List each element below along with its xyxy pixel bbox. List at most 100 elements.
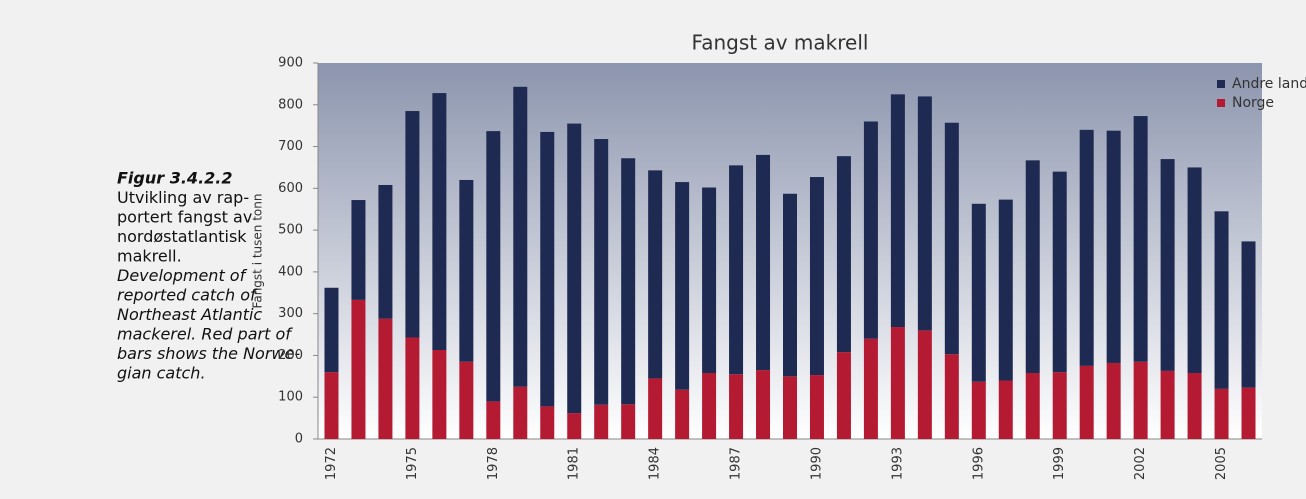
y-tick-label: 300 [278, 306, 303, 321]
bar-segment [1214, 388, 1229, 439]
bar-segment [809, 177, 824, 376]
bar-segment [486, 131, 501, 402]
legend-label: Andre land [1232, 76, 1306, 92]
bar-segment [917, 330, 932, 439]
bar-segment [432, 93, 447, 351]
x-tick-label: 1975 [405, 447, 420, 480]
bar-segment [567, 413, 582, 439]
caption-line: Development of [117, 266, 248, 285]
bar-segment [1079, 365, 1094, 439]
y-tick-label: 700 [278, 139, 303, 154]
x-tick-label: 1993 [890, 447, 905, 480]
legend-label: Norge [1232, 95, 1274, 111]
bar-segment [1052, 171, 1067, 373]
bar-segment [324, 287, 339, 373]
y-tick-label: 600 [278, 181, 303, 196]
bar-segment [351, 200, 366, 300]
y-tick-label: 100 [278, 390, 303, 405]
bar-segment [756, 154, 771, 371]
bar-segment [729, 374, 744, 439]
bar-segment [1214, 211, 1229, 389]
bar-segment [783, 193, 797, 377]
x-tick-label: 1990 [809, 447, 824, 480]
bar-segment [1187, 372, 1202, 439]
bar-segment [405, 337, 420, 439]
bar-segment [1025, 372, 1040, 439]
bar-segment [594, 404, 609, 439]
caption-line: gian catch. [117, 364, 206, 383]
bar-segment [1241, 387, 1256, 439]
bar-segment [567, 123, 582, 414]
x-tick-label: 2002 [1133, 447, 1148, 480]
bar-segment [378, 184, 393, 319]
legend-swatch [1217, 99, 1225, 107]
bar-segment [513, 86, 528, 387]
caption-line: portert fangst av [117, 208, 252, 227]
bar-segment [1160, 159, 1175, 371]
x-tick-label: 1978 [486, 447, 501, 480]
bar-segment [540, 131, 555, 407]
bar-segment [944, 354, 959, 439]
bar-segment [1106, 130, 1121, 363]
bar-segment [998, 199, 1013, 381]
bar-segment [486, 401, 501, 439]
x-tick-label: 1981 [567, 447, 582, 480]
bar-segment [1241, 241, 1256, 388]
bar-segment [971, 381, 986, 439]
x-tick-label: 2005 [1214, 447, 1229, 480]
bar-segment [621, 158, 636, 405]
bar-segment [702, 372, 717, 439]
bar-segment [863, 338, 878, 439]
bar-segment [890, 94, 905, 328]
caption-line: Utvikling av rap- [117, 188, 249, 207]
caption-line: reported catch of [117, 286, 258, 305]
bar-segment [971, 203, 986, 382]
bar-segment [809, 375, 824, 439]
bar-segment [1079, 129, 1094, 366]
bar-segment [405, 111, 420, 338]
bar-segment [459, 179, 474, 362]
caption-line: mackerel. Red part of [117, 325, 293, 344]
bar-segment [1187, 167, 1202, 373]
bar-segment [378, 318, 393, 439]
y-tick-label: 0 [295, 432, 303, 447]
bar-segment [540, 406, 555, 439]
bar-segment [1133, 361, 1148, 439]
caption-line: makrell. [117, 247, 182, 266]
bar-segment [836, 352, 851, 439]
x-tick-label: 1999 [1052, 447, 1067, 480]
bar-segment [944, 122, 959, 355]
bar-segment [863, 121, 878, 339]
bar-segment [783, 376, 797, 439]
bar-segment [594, 139, 609, 405]
caption-line: nordøstatlantisk [117, 227, 247, 246]
caption-label: Figur 3.4.2.2 [117, 169, 232, 188]
chart-title: Fangst av makrell [692, 31, 869, 55]
bar-segment [729, 165, 744, 375]
bar-segment [675, 389, 690, 439]
y-tick-label: 400 [278, 264, 303, 279]
bar-segment [648, 170, 663, 379]
x-tick-label: 1972 [324, 447, 339, 480]
x-tick-label: 1987 [729, 447, 744, 480]
bar-segment [836, 156, 851, 353]
bar-segment [917, 96, 932, 331]
caption-line: bars shows the Norwe- [117, 344, 300, 363]
bar-segment [513, 386, 528, 439]
x-tick-label: 1996 [971, 447, 986, 480]
bar-segment [648, 378, 663, 439]
bar-segment [621, 404, 636, 439]
bar-segment [1133, 116, 1148, 362]
x-tick-label: 1984 [648, 447, 663, 480]
bar-segment [432, 350, 447, 439]
bar-segment [1160, 370, 1175, 439]
bar-segment [890, 327, 905, 439]
y-tick-label: 200 [278, 348, 303, 363]
y-axis-label: Fangst i tusen tonn [251, 194, 265, 309]
bar-segment [675, 182, 690, 390]
caption-line: Northeast Atlantic [117, 305, 262, 324]
bar-segment [459, 361, 474, 439]
bar-segment [324, 372, 339, 439]
